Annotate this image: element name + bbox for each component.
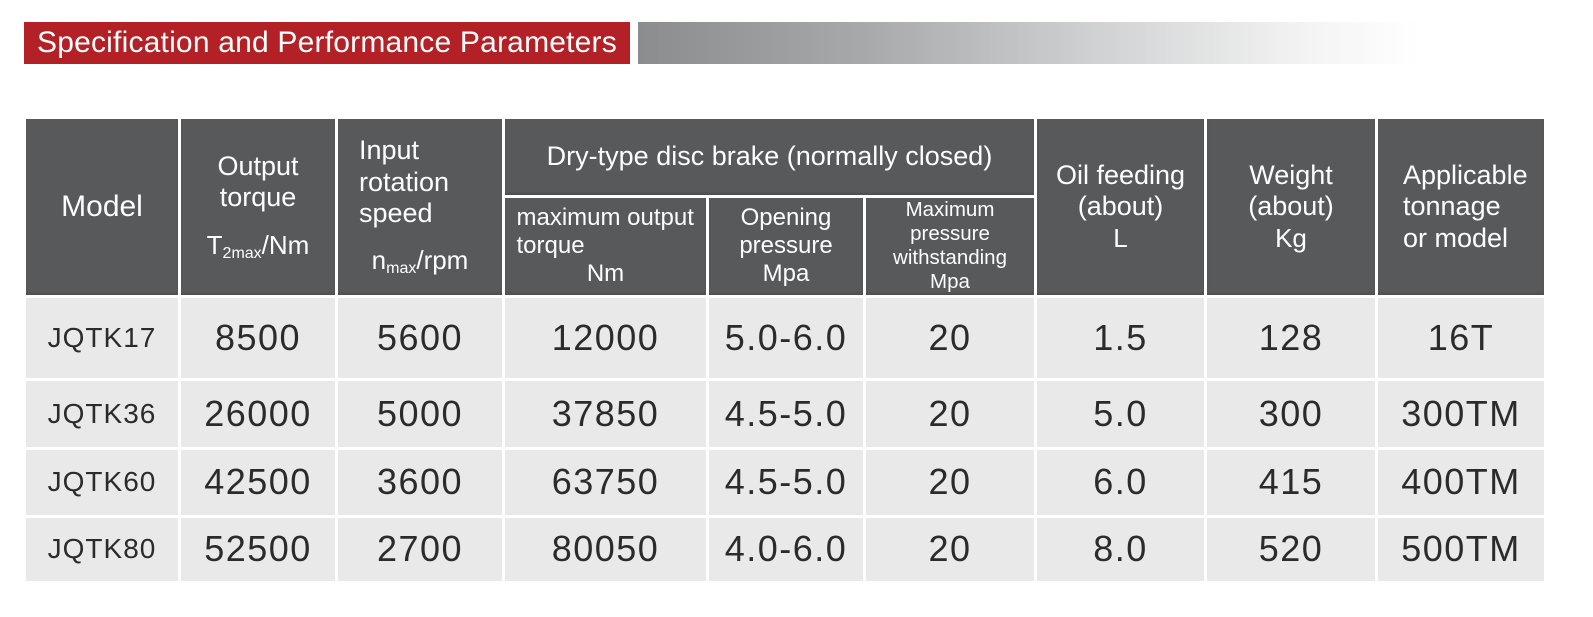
header-output-torque-symbol: T2max/Nm [206, 229, 310, 262]
cell-weight: 128 [1207, 297, 1375, 378]
cell-opening-pressure: 4.5-5.0 [709, 449, 863, 515]
banner-gradient-bar [637, 22, 1420, 64]
header-oil-feeding: Oil feeding (about) L [1037, 119, 1204, 295]
cell-model: JQTK60 [26, 449, 178, 515]
cell-model: JQTK36 [26, 380, 178, 447]
cell-opening-pressure: 5.0-6.0 [709, 297, 863, 378]
cell-tonnage: 300TM [1378, 380, 1544, 447]
table-row: JQTK80 52500 2700 80050 4.0-6.0 20 8.0 5… [26, 517, 1544, 581]
cell-oil-feeding: 6.0 [1037, 449, 1204, 515]
header-max-pressure: Maximum pressure withstanding Mpa [866, 198, 1034, 295]
header-input-speed: Input rotation speed nmax/rpm [338, 119, 502, 295]
cell-tonnage: 500TM [1378, 517, 1544, 581]
header-max-pressure-label: Maximum pressure withstanding [893, 198, 1007, 269]
specification-table: Model Output torque T2max/Nm Input rotat… [23, 116, 1547, 584]
header-input-speed-symbol: nmax/rpm [371, 245, 469, 278]
header-opening-pressure: Opening pressure Mpa [709, 198, 863, 295]
header-max-output-torque-label: maximum output torque [516, 203, 694, 259]
cell-max-pressure: 20 [866, 297, 1034, 378]
cell-tonnage: 400TM [1378, 449, 1544, 515]
cell-max-pressure: 20 [866, 449, 1034, 515]
cell-oil-feeding: 1.5 [1037, 297, 1204, 378]
cell-input-speed: 3600 [338, 449, 502, 515]
cell-output-torque: 8500 [181, 297, 335, 378]
header-opening-pressure-label: Opening pressure [739, 203, 833, 259]
cell-max-output-torque: 63750 [505, 449, 706, 515]
cell-max-pressure: 20 [866, 380, 1034, 447]
header-max-output-torque-unit: Nm [586, 260, 625, 288]
cell-input-speed: 5000 [338, 380, 502, 447]
header-row-group: Model Output torque T2max/Nm Input rotat… [26, 119, 1544, 295]
cell-model: JQTK80 [26, 517, 178, 581]
header-row-sub: maximum output torque Nm Opening pressur… [26, 198, 1544, 295]
cell-weight: 300 [1207, 380, 1375, 447]
header-applicable: Applicable tonnage or model [1378, 119, 1544, 295]
cell-oil-feeding: 8.0 [1037, 517, 1204, 581]
header-output-torque-label: Output torque [217, 151, 299, 213]
header-output-torque: Output torque T2max/Nm [181, 119, 335, 295]
header-oil-feeding-label: Oil feeding (about) [1055, 159, 1186, 221]
header-weight: Weight (about) Kg [1207, 119, 1375, 295]
cell-max-pressure: 20 [866, 517, 1034, 581]
cell-weight: 520 [1207, 517, 1375, 581]
header-weight-label: Weight (about) [1248, 159, 1334, 221]
table-row: JQTK17 8500 5600 12000 5.0-6.0 20 1.5 12… [26, 297, 1544, 378]
cell-weight: 415 [1207, 449, 1375, 515]
cell-tonnage: 16T [1378, 297, 1544, 378]
title-banner: Specification and Performance Parameters [24, 22, 1593, 64]
header-max-pressure-unit: Mpa [930, 270, 970, 294]
cell-opening-pressure: 4.5-5.0 [709, 380, 863, 447]
header-opening-pressure-unit: Mpa [762, 260, 810, 288]
cell-output-torque: 26000 [181, 380, 335, 447]
cell-max-output-torque: 37850 [505, 380, 706, 447]
page-title: Specification and Performance Parameters [24, 22, 630, 64]
cell-opening-pressure: 4.0-6.0 [709, 517, 863, 581]
cell-input-speed: 2700 [338, 517, 502, 581]
cell-oil-feeding: 5.0 [1037, 380, 1204, 447]
header-model: Model [26, 119, 178, 295]
cell-output-torque: 42500 [181, 449, 335, 515]
table-row: JQTK60 42500 3600 63750 4.5-5.0 20 6.0 4… [26, 449, 1544, 515]
header-model-label: Model [61, 189, 143, 223]
cell-max-output-torque: 80050 [505, 517, 706, 581]
header-weight-unit: Kg [1275, 223, 1307, 254]
cell-max-output-torque: 12000 [505, 297, 706, 378]
header-applicable-label: Applicable tonnage or model [1403, 159, 1528, 253]
header-oil-feeding-unit: L [1113, 223, 1128, 254]
cell-output-torque: 52500 [181, 517, 335, 581]
header-brake-group: Dry-type disc brake (normally closed) [505, 119, 1034, 195]
cell-input-speed: 5600 [338, 297, 502, 378]
cell-model: JQTK17 [26, 297, 178, 378]
table-row: JQTK36 26000 5000 37850 4.5-5.0 20 5.0 3… [26, 380, 1544, 447]
header-brake-group-label: Dry-type disc brake (normally closed) [546, 141, 993, 172]
header-max-output-torque: maximum output torque Nm [505, 198, 706, 295]
header-input-speed-label: Input rotation speed [359, 135, 450, 229]
